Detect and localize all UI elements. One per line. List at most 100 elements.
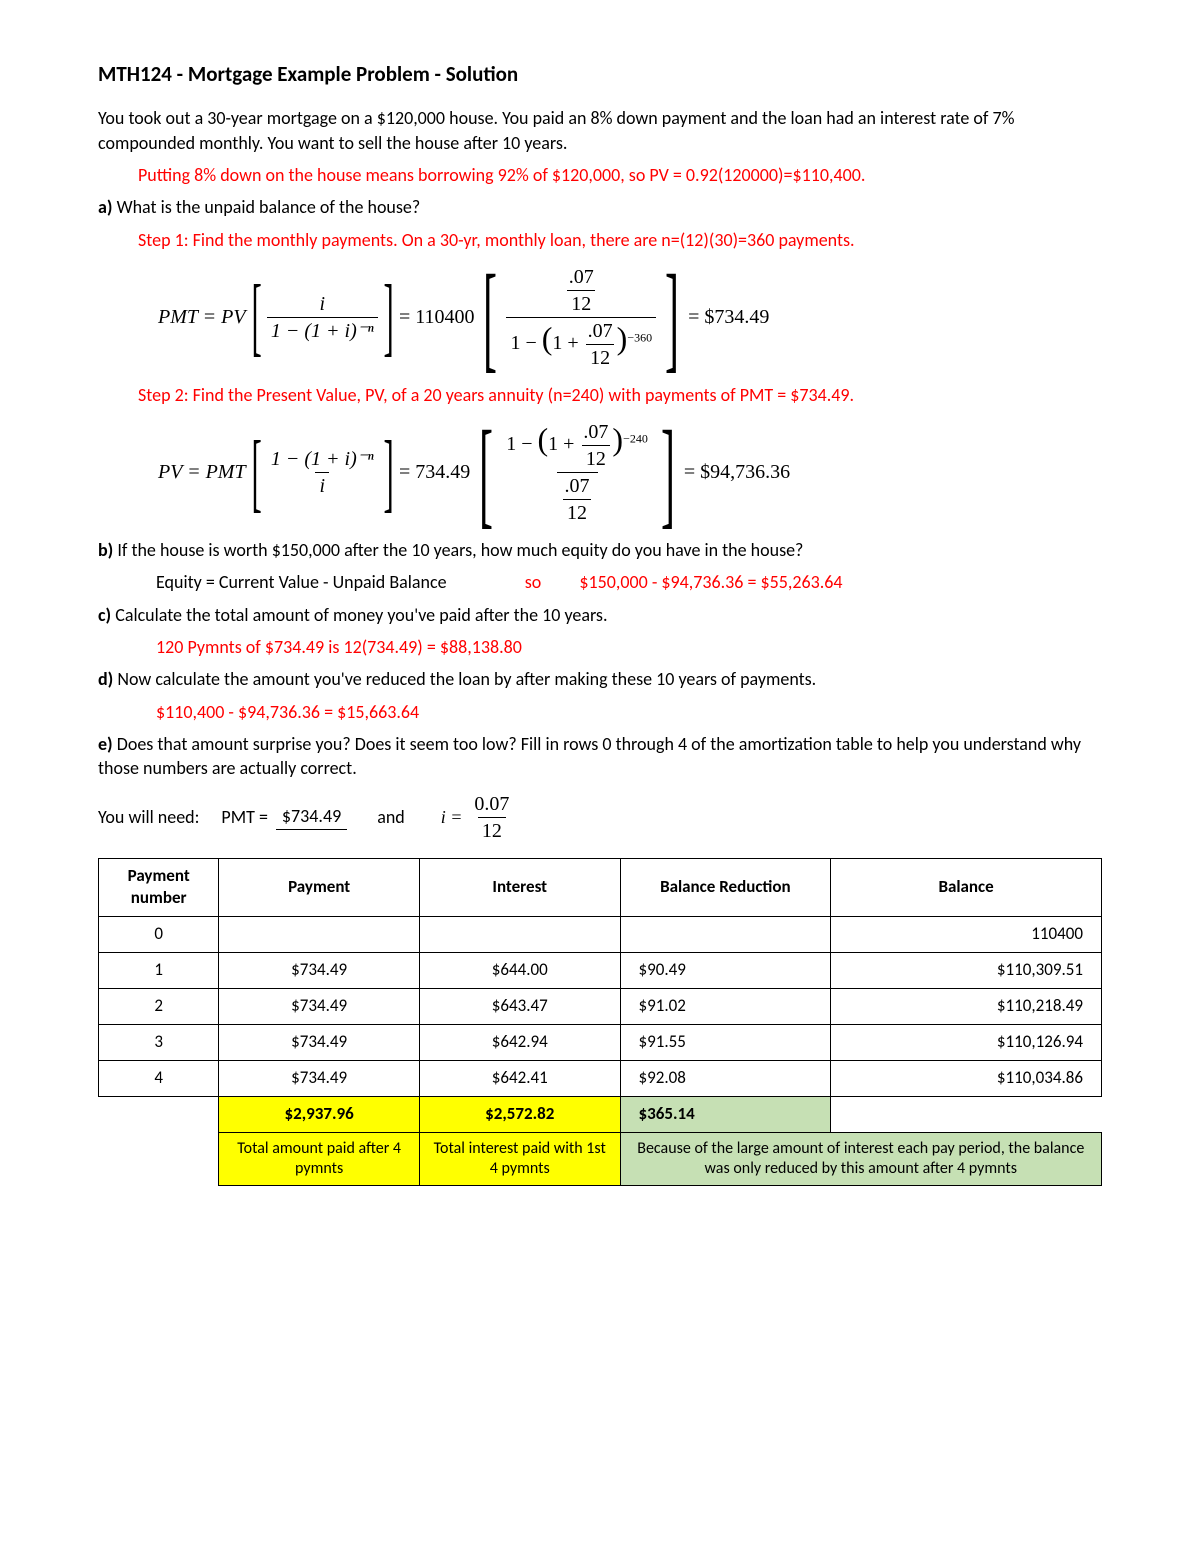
den-prefix: 1 − xyxy=(510,332,536,354)
table-cell: 4 xyxy=(99,1061,219,1097)
pv-specific-fraction: 1 − (1 + .07 12 )−240 .07 12 xyxy=(502,421,652,524)
table-cell: $92.08 xyxy=(620,1061,831,1097)
table-cell: 110400 xyxy=(831,917,1102,953)
table-cell: $110,126.94 xyxy=(831,1025,1102,1061)
step1-text: Step 1: Find the monthly payments. On a … xyxy=(138,228,1102,252)
exponent: −240 xyxy=(623,432,648,446)
pmt-equation: PMT = PV [ i 1 − (1 + i)⁻ⁿ ] = 110400 [ … xyxy=(158,266,1102,369)
question-e-text: Does that amount surprise you? Does it s… xyxy=(98,733,1081,779)
totals-row: $2,937.96$2,572.82$365.14 xyxy=(99,1097,1102,1133)
document-page: MTH124 - Mortgage Example Problem - Solu… xyxy=(0,0,1200,1553)
inner-den: 12 xyxy=(567,290,595,315)
pv-equation: PV = PMT [ 1 − (1 + i)⁻ⁿ i ] = 734.49 [ … xyxy=(158,421,1102,524)
table-row: 0110400 xyxy=(99,917,1102,953)
fraction-numerator: .07 12 xyxy=(561,266,602,317)
header-payment: Payment xyxy=(219,858,420,917)
fraction-denominator: .07 12 xyxy=(557,472,598,524)
need-i-lhs: i = xyxy=(441,805,463,829)
question-c-text: Calculate the total amount of money you'… xyxy=(115,604,607,626)
fraction-denominator: i xyxy=(315,472,329,497)
intro-text: You took out a 30-year mortgage on a $12… xyxy=(98,106,1102,155)
d-answer: $110,400 - $94,736.36 = $15,663.64 xyxy=(156,700,1102,724)
header-interest: Interest xyxy=(419,858,620,917)
table-cell: $642.41 xyxy=(419,1061,620,1097)
table-cell: $643.47 xyxy=(419,989,620,1025)
fraction-numerator: 1 − (1 + i)⁻ⁿ xyxy=(267,448,378,472)
table-cell xyxy=(620,917,831,953)
question-label: d) xyxy=(98,668,117,690)
labels-row: Total amount paid after 4 pymntsTotal in… xyxy=(99,1133,1102,1186)
equity-line: Equity = Current Value - Unpaid Balance … xyxy=(156,570,1102,594)
table-cell: 2 xyxy=(99,989,219,1025)
pv-rhs: = $94,736.36 xyxy=(684,459,790,486)
totals-cell: $2,937.96 xyxy=(219,1097,420,1133)
question-label: a) xyxy=(98,196,117,218)
pmt-mid: = 110400 xyxy=(399,304,475,331)
table-cell: $110,309.51 xyxy=(831,953,1102,989)
table-cell xyxy=(219,917,420,953)
label-balance-reduction-note: Because of the large amount of interest … xyxy=(620,1133,1101,1186)
table-cell: $110,218.49 xyxy=(831,989,1102,1025)
question-c: c) Calculate the total amount of money y… xyxy=(98,603,1102,627)
label-total-interest: Total interest paid with 1st 4 pymnts xyxy=(419,1133,620,1186)
need-prefix: You will need: xyxy=(98,805,199,829)
question-a: a) What is the unpaid balance of the hou… xyxy=(98,195,1102,219)
inner-num: .07 xyxy=(561,475,594,499)
table-cell: $91.55 xyxy=(620,1025,831,1061)
you-will-need-line: You will need: PMT = $734.49 and i = 0.0… xyxy=(98,793,1102,842)
table-cell: $734.49 xyxy=(219,1025,420,1061)
table-row: 4$734.49$642.41$92.08$110,034.86 xyxy=(99,1061,1102,1097)
so-text: so xyxy=(525,571,542,593)
pv-lhs: PV = PMT xyxy=(158,459,246,486)
table-cell: $734.49 xyxy=(219,1061,420,1097)
question-label: b) xyxy=(98,539,117,561)
table-header-row: Payment number Payment Interest Balance … xyxy=(99,858,1102,917)
fraction-numerator: 1 − (1 + .07 12 )−240 xyxy=(502,421,652,472)
table-row: 1$734.49$644.00$90.49$110,309.51 xyxy=(99,953,1102,989)
pv-note: Putting 8% down on the house means borro… xyxy=(138,163,1102,187)
table-cell: $91.02 xyxy=(620,989,831,1025)
pmt-generic-fraction: i 1 − (1 + i)⁻ⁿ xyxy=(267,293,378,342)
table-cell: 1 xyxy=(99,953,219,989)
table-cell: 3 xyxy=(99,1025,219,1061)
c-answer: 120 Pymnts of $734.49 is 12(734.49) = $8… xyxy=(156,635,1102,659)
need-i-fraction: 0.07 12 xyxy=(470,793,513,842)
fraction-denominator: 1 − (1 + .07 12 )−360 xyxy=(506,317,656,369)
totals-cell: $365.14 xyxy=(620,1097,831,1133)
table-cell: $734.49 xyxy=(219,953,420,989)
need-and: and xyxy=(377,805,405,829)
exponent: −360 xyxy=(627,330,652,344)
table-row: 3$734.49$642.94$91.55$110,126.94 xyxy=(99,1025,1102,1061)
totals-cell: $2,572.82 xyxy=(419,1097,620,1133)
question-b: b) If the house is worth $150,000 after … xyxy=(98,538,1102,562)
question-d: d) Now calculate the amount you've reduc… xyxy=(98,667,1102,691)
question-a-text: What is the unpaid balance of the house? xyxy=(117,196,421,218)
step2-text: Step 2: Find the Present Value, PV, of a… xyxy=(138,383,1102,407)
equity-result: $150,000 - $94,736.36 = $55,263.64 xyxy=(579,571,842,593)
totals-cell xyxy=(99,1097,219,1133)
header-balance-reduction: Balance Reduction xyxy=(620,858,831,917)
fraction-denominator: 12 xyxy=(478,817,506,842)
table-cell: $734.49 xyxy=(219,989,420,1025)
question-label: c) xyxy=(98,604,115,626)
table-cell: $90.49 xyxy=(620,953,831,989)
fraction-numerator: 0.07 xyxy=(470,793,513,817)
page-title: MTH124 - Mortgage Example Problem - Solu… xyxy=(98,60,1102,88)
table-row: 2$734.49$643.47$91.02$110,218.49 xyxy=(99,989,1102,1025)
num-prefix: 1 − xyxy=(506,433,532,455)
table-cell: $642.94 xyxy=(419,1025,620,1061)
need-pmt-label: PMT = xyxy=(221,805,268,829)
pmt-lhs: PMT = PV xyxy=(158,304,246,331)
inner-num: .07 xyxy=(584,320,617,344)
inner-den: 12 xyxy=(563,499,591,524)
need-pmt-value: $734.49 xyxy=(276,804,347,830)
fraction-numerator: i xyxy=(315,293,329,317)
pv-mid: = 734.49 xyxy=(399,459,470,486)
question-d-text: Now calculate the amount you've reduced … xyxy=(117,668,816,690)
header-balance: Balance xyxy=(831,858,1102,917)
table-cell: $644.00 xyxy=(419,953,620,989)
inner-den: 12 xyxy=(586,344,614,369)
fraction-denominator: 1 − (1 + i)⁻ⁿ xyxy=(267,317,378,342)
question-label: e) xyxy=(98,733,117,755)
pmt-rhs: = $734.49 xyxy=(688,304,769,331)
